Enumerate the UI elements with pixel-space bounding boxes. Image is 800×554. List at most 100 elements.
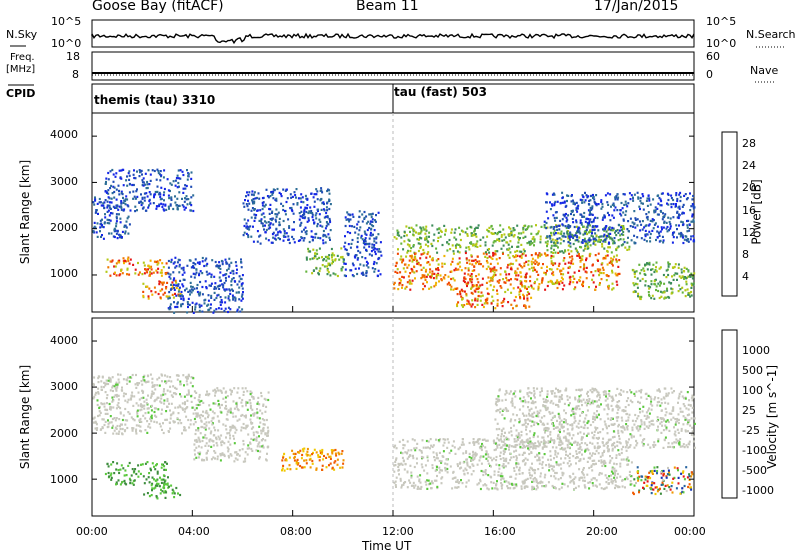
power-cell [547, 280, 550, 284]
power-cell [652, 198, 655, 201]
velocity-cell [303, 447, 306, 450]
power-cell [129, 258, 132, 261]
power-cell [603, 229, 606, 232]
velocity-cell [397, 469, 400, 472]
power-cell [344, 216, 347, 219]
velocity-cell [135, 472, 138, 476]
velocity-cell [217, 435, 220, 438]
power-cell [594, 254, 597, 257]
power-cell [162, 203, 165, 206]
power-cell [598, 236, 600, 239]
power-cell [290, 196, 293, 199]
power-cell [572, 234, 575, 237]
velocity-cell [233, 407, 236, 410]
power-cell [227, 275, 230, 278]
power-cell [107, 189, 110, 192]
velocity-cell [341, 450, 344, 453]
velocity-cell [112, 432, 115, 435]
velocity-cell [472, 470, 475, 473]
power-cell [667, 198, 670, 202]
velocity-cell [227, 410, 230, 413]
velocity-cell [403, 468, 406, 471]
power-cell [517, 236, 520, 239]
power-cell [607, 203, 610, 206]
power-cell [575, 219, 578, 222]
velocity-cell [262, 438, 264, 441]
velocity-cell [260, 395, 263, 398]
velocity-cell [567, 454, 569, 457]
velocity-cbar-tick: -100 [742, 444, 767, 457]
power-cell [312, 248, 315, 251]
power-cell [619, 238, 622, 241]
power-cell [282, 204, 285, 208]
power-cell [537, 285, 540, 288]
power-cell [174, 256, 177, 259]
power-cell [496, 299, 499, 302]
velocity-cell [288, 456, 291, 459]
power-cell [660, 282, 662, 285]
power-cell [373, 240, 376, 243]
power-cell [680, 276, 683, 279]
power-cell [675, 203, 677, 206]
power-cell [658, 284, 661, 287]
power-cell [135, 190, 138, 193]
power-cell [475, 275, 478, 278]
velocity-cell [126, 376, 129, 379]
power-cell [224, 258, 227, 261]
power-cell [247, 208, 250, 211]
power-cell [217, 266, 220, 269]
power-cell [105, 270, 108, 273]
power-cell [590, 234, 593, 237]
velocity-cell [451, 477, 454, 480]
power-cell [576, 238, 579, 241]
power-cell [563, 257, 566, 260]
power-cell [225, 279, 227, 282]
power-cell [690, 235, 693, 238]
power-cell [272, 236, 275, 239]
power-cell [570, 212, 572, 216]
velocity-cell [543, 476, 546, 479]
velocity-cell [115, 427, 118, 430]
power-cell [653, 223, 656, 226]
power-cell [354, 267, 357, 270]
power-cell [572, 221, 575, 224]
velocity-cell [537, 468, 540, 471]
power-cell [558, 262, 561, 265]
power-cell [166, 281, 169, 284]
velocity-cell [133, 395, 136, 398]
velocity-cell [630, 461, 633, 464]
power-cell [404, 270, 407, 273]
power-cell [103, 206, 106, 210]
power-cell [338, 258, 341, 261]
velocity-cell [242, 422, 245, 426]
power-cell [190, 275, 193, 278]
velocity-cell [460, 443, 463, 446]
velocity-cell [485, 484, 488, 487]
power-cell [595, 238, 597, 241]
power-cell [530, 286, 533, 289]
power-cell [618, 259, 621, 262]
power-cell [172, 207, 175, 211]
velocity-cell [137, 470, 140, 473]
velocity-cell [195, 412, 198, 415]
power-cell [493, 268, 496, 271]
velocity-cell [159, 476, 161, 479]
velocity-cell [102, 386, 105, 389]
power-cell [474, 297, 477, 300]
power-cell [178, 294, 181, 297]
velocity-cell [555, 461, 558, 464]
power-cell [592, 193, 594, 197]
power-cell [600, 239, 603, 242]
power-cell [332, 272, 335, 275]
power-cell [654, 283, 657, 286]
power-cell [258, 235, 261, 238]
power-cell [602, 257, 605, 260]
power-cell [553, 226, 556, 229]
power-cell [106, 218, 109, 221]
power-cell [624, 246, 627, 249]
power-cell [409, 230, 411, 233]
velocity-cell [485, 450, 488, 453]
power-cell [453, 236, 456, 239]
power-cell [463, 304, 466, 307]
power-cell [522, 252, 525, 255]
